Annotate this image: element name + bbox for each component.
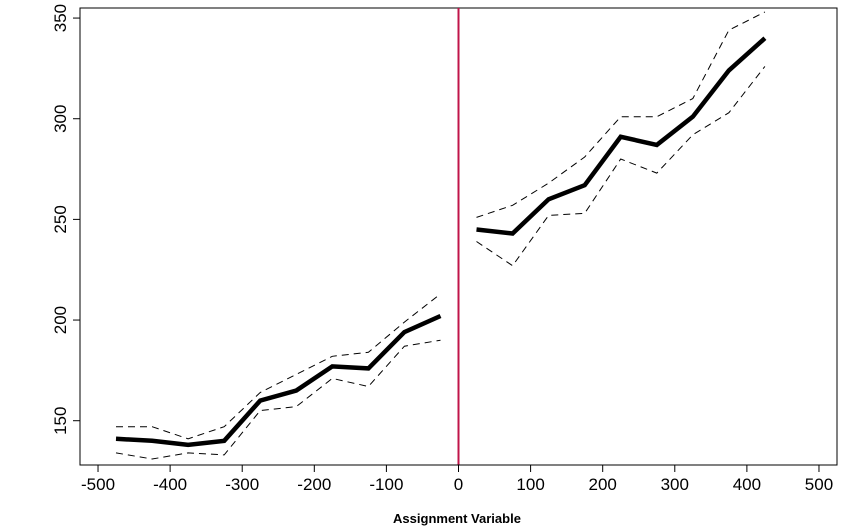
x-tick-label: 0 xyxy=(454,475,463,494)
y-tick-label: 150 xyxy=(51,407,70,435)
x-tick-label: -300 xyxy=(225,475,259,494)
left-estimate-line xyxy=(115,313,442,448)
x-tick-label: 200 xyxy=(589,475,617,494)
y-tick-label: 200 xyxy=(51,306,70,334)
x-axis-title: Assignment Variable xyxy=(393,511,521,526)
x-axis: -500 -400 -300 -200 -100 0 100 200 300 400 500 xyxy=(81,464,833,494)
estimate-lines xyxy=(115,36,767,448)
x-tick-label: -400 xyxy=(153,475,187,494)
x-tick-label: -100 xyxy=(369,475,403,494)
right-estimate-line xyxy=(476,36,767,236)
left-upper-band xyxy=(116,293,441,440)
right-lower-band xyxy=(476,66,766,267)
x-tick-label: 500 xyxy=(805,475,833,494)
x-tick-label: -200 xyxy=(297,475,331,494)
x-tick-label: 300 xyxy=(661,475,689,494)
x-tick-label: 100 xyxy=(516,475,544,494)
x-tick-label: -500 xyxy=(81,475,115,494)
y-tick-label: 250 xyxy=(51,205,70,233)
x-tick-label: 400 xyxy=(733,475,761,494)
y-tick-label: 300 xyxy=(51,105,70,133)
y-axis: 150 200 250 300 350 xyxy=(51,4,81,435)
y-tick-label: 350 xyxy=(51,4,70,32)
confidence-bands xyxy=(115,11,766,460)
left-lower-band xyxy=(115,339,441,460)
right-upper-band xyxy=(476,11,766,218)
